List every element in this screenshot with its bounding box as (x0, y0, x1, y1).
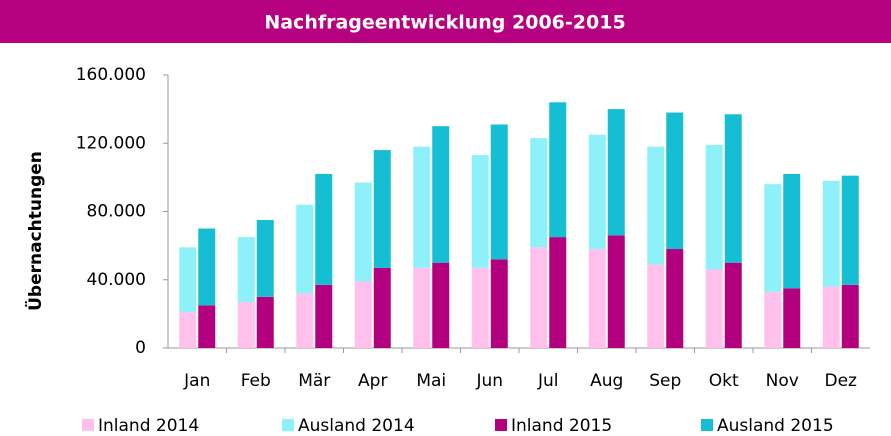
x-tick-label: Dez (825, 371, 858, 391)
bar (354, 182, 372, 282)
bar (490, 259, 508, 348)
legend-swatch (701, 419, 713, 431)
y-axis-label: Übernachtungen (24, 151, 46, 311)
chart-title: Nachfrageentwicklung 2006-2015 (264, 12, 625, 34)
x-tick-label: Okt (709, 371, 739, 391)
x-tick-label: Feb (241, 371, 271, 391)
x-tick-label: Jun (475, 371, 503, 391)
bar (198, 228, 216, 306)
bar (315, 173, 333, 285)
x-tick-label: Mär (298, 371, 330, 391)
bar (822, 180, 840, 287)
y-tick-label: 0 (135, 338, 146, 358)
bar (373, 150, 391, 268)
y-tick-label: 40.000 (87, 270, 146, 290)
bar (198, 305, 216, 348)
bar (432, 126, 450, 263)
legend-label: Inland 2014 (98, 416, 199, 436)
bar (607, 235, 625, 348)
bar (764, 291, 782, 348)
bar (841, 284, 859, 348)
bar (666, 249, 684, 348)
bar (647, 146, 665, 265)
bar (296, 204, 314, 294)
bar (783, 173, 801, 289)
bar (647, 264, 665, 348)
bar (432, 262, 450, 348)
title-bar (0, 0, 891, 43)
x-tick-label: Jul (537, 371, 559, 391)
bar (530, 247, 548, 348)
bar (179, 312, 197, 348)
legend-swatch (495, 419, 507, 431)
bar (724, 262, 742, 348)
legend-swatch (82, 419, 94, 431)
x-tick-label: Nov (766, 371, 799, 391)
legend-label: Inland 2015 (511, 416, 612, 436)
bar (490, 124, 508, 260)
bar (315, 284, 333, 348)
bar (256, 296, 274, 348)
legend-label: Ausland 2015 (717, 416, 834, 436)
bar (549, 237, 567, 348)
bar (237, 301, 255, 348)
bar (549, 102, 567, 238)
bar (724, 114, 742, 263)
bar (413, 146, 431, 268)
x-tick-label: Apr (358, 371, 387, 391)
bar (296, 293, 314, 348)
legend-swatch (282, 419, 294, 431)
legend-label: Ausland 2014 (298, 416, 415, 436)
bar (237, 237, 255, 302)
bar (373, 267, 391, 348)
bar (705, 269, 723, 348)
bar (822, 286, 840, 348)
x-tick-label: Jan (183, 371, 210, 391)
bar (471, 155, 489, 268)
y-tick-label: 160.000 (76, 65, 146, 85)
bar (666, 112, 684, 250)
bar (764, 184, 782, 292)
y-tick-label: 120.000 (76, 133, 146, 153)
bar (179, 247, 197, 313)
bar (588, 134, 606, 250)
bar (588, 249, 606, 348)
bar (530, 138, 548, 248)
bar (607, 109, 625, 236)
bar (783, 288, 801, 348)
x-tick-label: Sep (649, 371, 681, 391)
bar (471, 267, 489, 348)
x-tick-label: Aug (590, 371, 623, 391)
bar (413, 267, 431, 348)
y-tick-label: 80.000 (87, 202, 146, 222)
x-tick-label: Mai (416, 371, 446, 391)
bar (705, 144, 723, 270)
bar (256, 220, 274, 297)
bar (841, 175, 859, 285)
bar (354, 281, 372, 348)
